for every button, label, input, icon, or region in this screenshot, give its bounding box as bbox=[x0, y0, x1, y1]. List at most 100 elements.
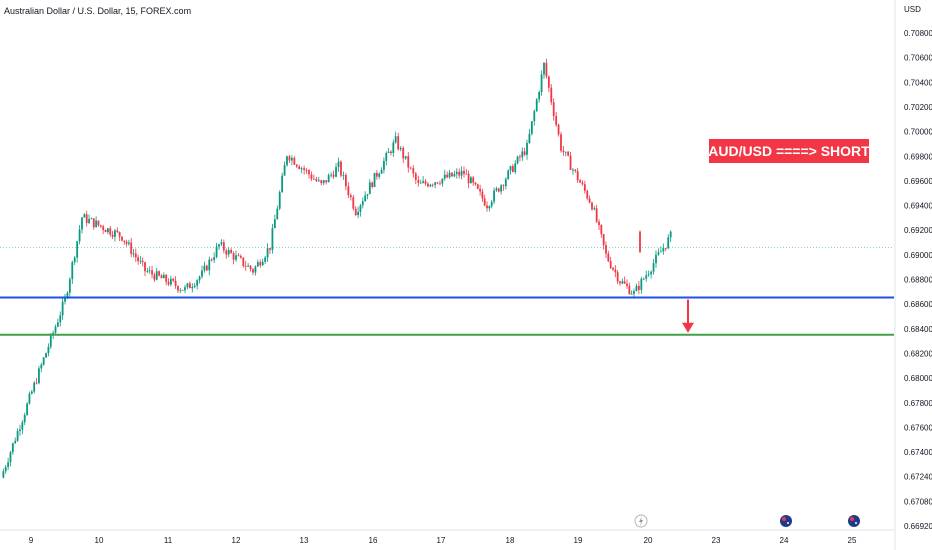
candle-body bbox=[198, 276, 201, 281]
candle-body bbox=[409, 167, 412, 169]
candle-body bbox=[526, 142, 528, 155]
candle-body bbox=[298, 166, 301, 169]
candle-body bbox=[172, 278, 175, 281]
candle-body bbox=[352, 197, 355, 209]
candle-body bbox=[109, 228, 112, 235]
candle-body bbox=[92, 218, 95, 228]
candle-body bbox=[465, 173, 468, 175]
candle-body bbox=[368, 182, 371, 195]
candle-body bbox=[470, 177, 472, 184]
candle-body bbox=[114, 230, 116, 237]
y-tick-label: 0.69000 bbox=[904, 251, 932, 260]
candle-body bbox=[40, 364, 43, 369]
candle-body bbox=[530, 121, 533, 134]
y-tick-label: 0.68600 bbox=[904, 300, 932, 309]
candle-body bbox=[545, 62, 548, 77]
candle-body bbox=[642, 278, 645, 280]
candle-body bbox=[254, 266, 257, 273]
candle-body bbox=[290, 157, 293, 161]
candle-body bbox=[488, 206, 491, 209]
candle-body bbox=[583, 184, 586, 191]
candle-body bbox=[434, 182, 437, 185]
y-tick-label: 0.70400 bbox=[904, 78, 932, 87]
candle-body bbox=[68, 279, 71, 293]
candle-body bbox=[652, 263, 655, 272]
candle-body bbox=[30, 391, 33, 394]
candle-body bbox=[49, 334, 52, 347]
candle-body bbox=[256, 262, 259, 267]
x-tick-label: 17 bbox=[437, 536, 446, 545]
candle-body bbox=[134, 253, 137, 258]
candle-body bbox=[66, 292, 69, 298]
candle-body bbox=[562, 150, 565, 153]
candle-body bbox=[310, 174, 313, 179]
candle-body bbox=[252, 269, 254, 273]
y-tick-label: 0.70800 bbox=[904, 29, 932, 38]
candle-body bbox=[630, 293, 633, 295]
lightning-bolt bbox=[639, 516, 643, 526]
candle-body bbox=[402, 147, 405, 159]
candle-body bbox=[273, 219, 276, 229]
candle-body bbox=[667, 237, 670, 249]
candle-body bbox=[414, 173, 417, 180]
candle-body bbox=[664, 248, 667, 249]
candle-body bbox=[361, 201, 364, 206]
candle-body bbox=[640, 278, 643, 290]
candle-body bbox=[9, 452, 12, 463]
candle-body bbox=[385, 152, 388, 161]
candle-body bbox=[375, 172, 378, 177]
candle-body bbox=[431, 184, 434, 186]
candle-body bbox=[626, 283, 628, 286]
candle-body bbox=[516, 156, 519, 164]
candle-body bbox=[392, 142, 395, 153]
candle-body bbox=[144, 262, 146, 272]
candle-body bbox=[276, 208, 279, 220]
candle-body bbox=[519, 156, 521, 158]
candle-body bbox=[647, 274, 650, 276]
y-tick-label: 0.69400 bbox=[904, 202, 932, 211]
candle-body bbox=[602, 234, 605, 246]
candle-body bbox=[225, 250, 228, 255]
candle-body bbox=[574, 169, 577, 172]
y-tick-label: 0.67600 bbox=[904, 423, 932, 432]
candle-body bbox=[547, 76, 550, 88]
candle-body bbox=[128, 242, 130, 244]
candle-body bbox=[295, 164, 298, 167]
annotation-box[interactable] bbox=[709, 139, 869, 163]
candle-body bbox=[281, 175, 284, 193]
candle-body bbox=[394, 136, 397, 143]
candle-body bbox=[56, 322, 59, 327]
candle-body bbox=[169, 278, 172, 285]
candle-body bbox=[359, 205, 362, 212]
candle-body bbox=[210, 259, 213, 261]
candle-body bbox=[249, 265, 252, 270]
candle-body bbox=[288, 156, 291, 161]
au-flag-icon[interactable] bbox=[780, 515, 792, 527]
candle-body bbox=[71, 262, 74, 280]
price-axis-bg[interactable] bbox=[895, 0, 932, 550]
candle-body bbox=[151, 270, 153, 275]
candle-body bbox=[167, 281, 170, 285]
candle-body bbox=[215, 246, 218, 258]
candle-body bbox=[645, 275, 648, 279]
candle-body bbox=[28, 393, 31, 404]
candle-body bbox=[458, 171, 461, 176]
y-tick-label: 0.68400 bbox=[904, 325, 932, 334]
annotation-text: AUD/USD ====> SHORT bbox=[708, 143, 870, 159]
candle-body bbox=[283, 165, 286, 176]
candle-body bbox=[177, 286, 179, 291]
candle-body bbox=[427, 183, 429, 187]
candle-body bbox=[188, 283, 191, 289]
candle-body bbox=[99, 225, 102, 227]
candle-body bbox=[633, 291, 635, 294]
candle-body bbox=[14, 440, 17, 444]
candle-body bbox=[95, 220, 98, 228]
candle-body bbox=[364, 195, 367, 202]
candle-body bbox=[332, 174, 335, 177]
candle-body bbox=[179, 289, 182, 291]
candle-body bbox=[38, 368, 40, 384]
au-flag-icon[interactable] bbox=[848, 515, 860, 527]
x-tick-label: 10 bbox=[95, 536, 104, 545]
